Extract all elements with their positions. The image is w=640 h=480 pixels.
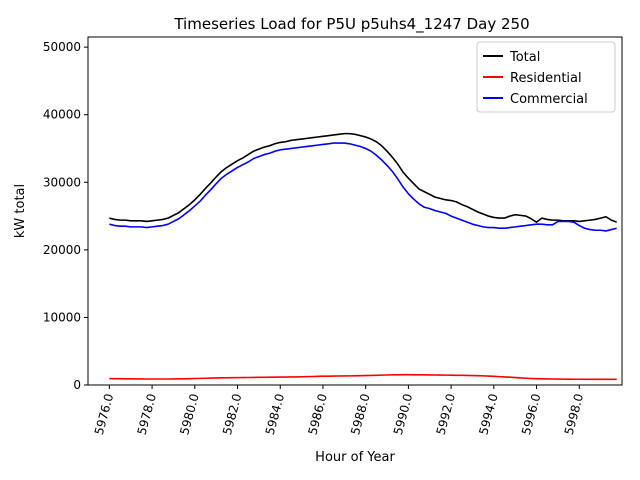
chart-title: Timeseries Load for P5U p5uhs4_1247 Day … [173,15,529,34]
legend: Total Residential Commercial [476,41,616,113]
x-axis-label: Hour of Year [315,450,395,465]
series-line-residential [109,373,617,381]
y-tick-label: 0 [73,378,81,392]
plot-area [87,36,623,386]
y-axis-label: kW total [13,184,28,238]
series-line-total [109,132,617,223]
y-tick-label: 20000 [43,243,81,257]
series-line-commercial [109,142,617,232]
y-tick-label: 40000 [43,108,81,122]
y-tick-label: 30000 [43,175,81,189]
y-tick-label: 50000 [43,40,81,54]
legend-label-commercial: Commercial [510,92,588,107]
legend-label-residential: Residential [510,71,582,86]
series-lines [109,132,617,381]
plot-frame [87,36,623,386]
y-axis: 0 10000 20000 30000 40000 50000 [43,40,88,392]
y-tick-label: 10000 [43,310,81,324]
legend-box [476,41,616,113]
legend-label-total: Total [509,50,540,65]
